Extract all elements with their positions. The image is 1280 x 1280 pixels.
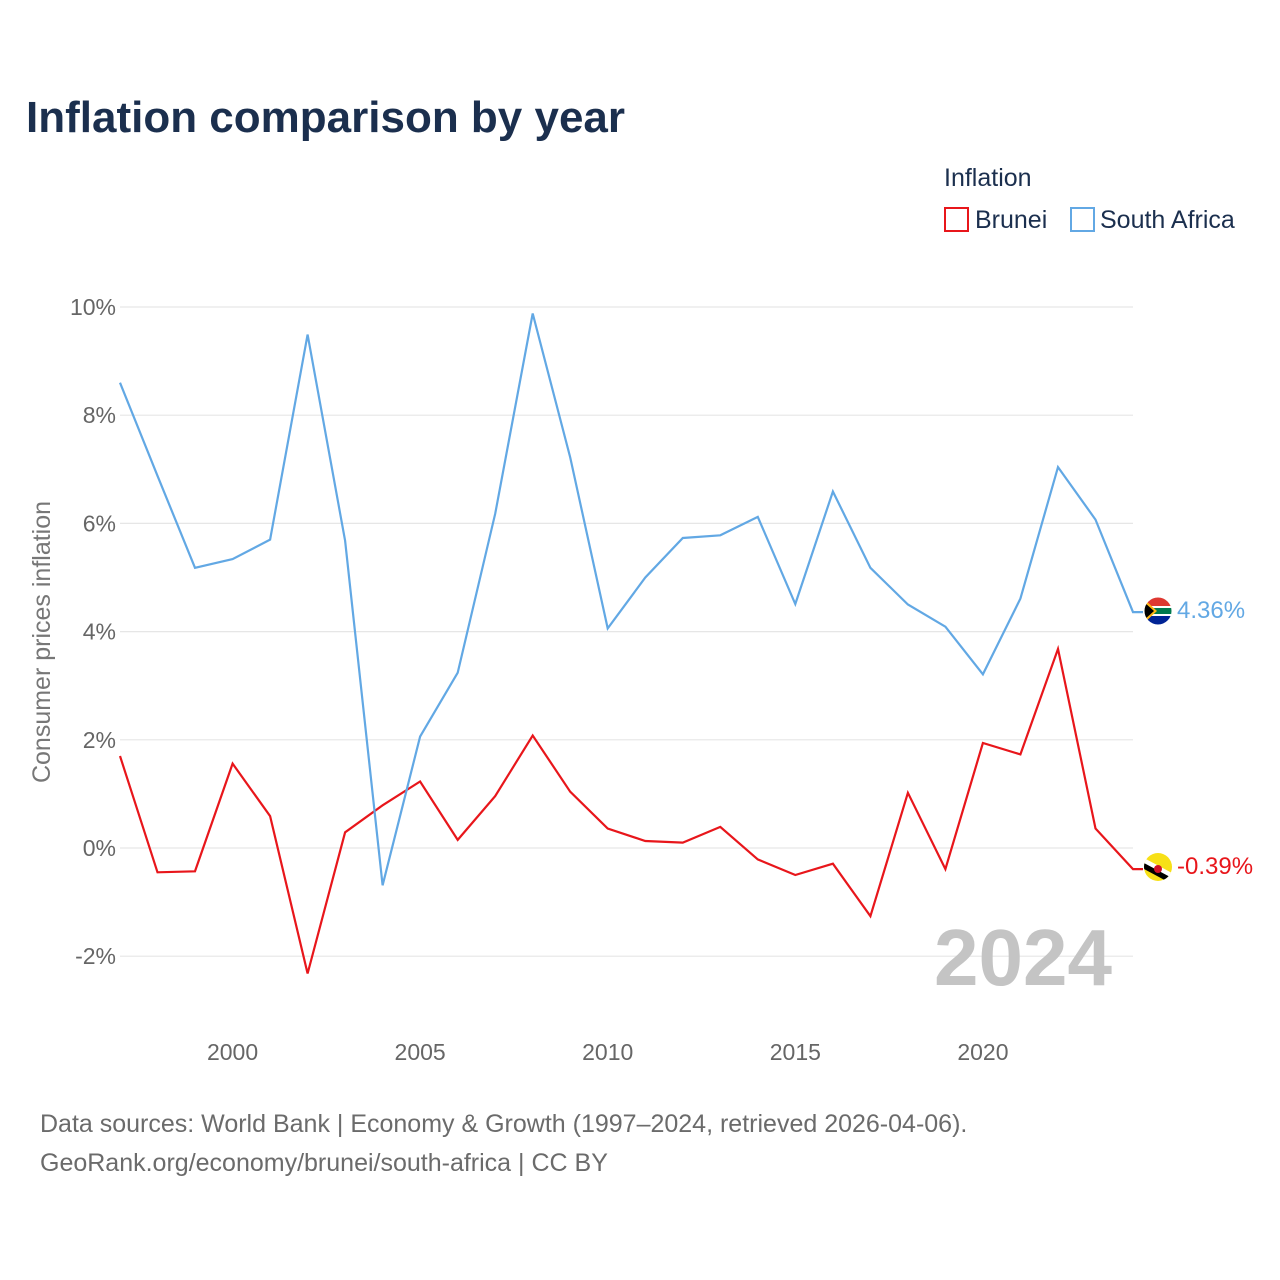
legend-swatch-brunei — [944, 207, 969, 232]
series-lines — [118, 313, 1143, 974]
y-tick-label: 4% — [83, 619, 116, 645]
series-line-brunei[interactable] — [118, 644, 1143, 974]
y-tick-label: -2% — [75, 943, 116, 969]
source-line-1: Data sources: World Bank | Economy & Gro… — [40, 1110, 967, 1138]
y-tick-label: 2% — [83, 727, 116, 753]
chart-title: Inflation comparison by year — [26, 93, 625, 142]
y-tick-label: 10% — [70, 294, 116, 320]
x-tick-label: 2000 — [207, 1039, 258, 1065]
x-axis-ticks: 2000 2005 2010 2015 2020 — [207, 1039, 1009, 1065]
legend-swatch-south-africa — [1070, 207, 1095, 232]
y-tick-label: 6% — [83, 510, 116, 536]
source-line-2[interactable]: GeoRank.org/economy/brunei/south-africa … — [40, 1149, 608, 1177]
end-label-south-africa: 4.36% — [1177, 597, 1245, 624]
legend-label-south-africa[interactable]: South Africa — [1100, 206, 1235, 234]
x-tick-label: 2005 — [395, 1039, 446, 1065]
grid-lines — [120, 306, 1133, 957]
y-axis-label: Consumer prices inflation — [28, 501, 56, 783]
south-africa-flag-icon — [1144, 597, 1172, 625]
legend: Inflation Brunei South Africa — [944, 164, 1235, 234]
y-tick-label: 0% — [83, 835, 116, 861]
end-label-brunei: -0.39% — [1177, 853, 1253, 880]
series-line-south-africa[interactable] — [118, 313, 1143, 886]
y-axis-ticks: -2% 0% 2% 4% 6% 8% 10% — [70, 294, 116, 969]
legend-label-brunei[interactable]: Brunei — [975, 206, 1047, 234]
y-tick-label: 8% — [83, 402, 116, 428]
x-tick-label: 2010 — [582, 1039, 633, 1065]
x-tick-label: 2015 — [770, 1039, 821, 1065]
brunei-flag-icon — [1144, 853, 1172, 881]
legend-title: Inflation — [944, 164, 1032, 192]
x-tick-label: 2020 — [957, 1039, 1008, 1065]
year-watermark: 2024 — [934, 913, 1112, 1002]
